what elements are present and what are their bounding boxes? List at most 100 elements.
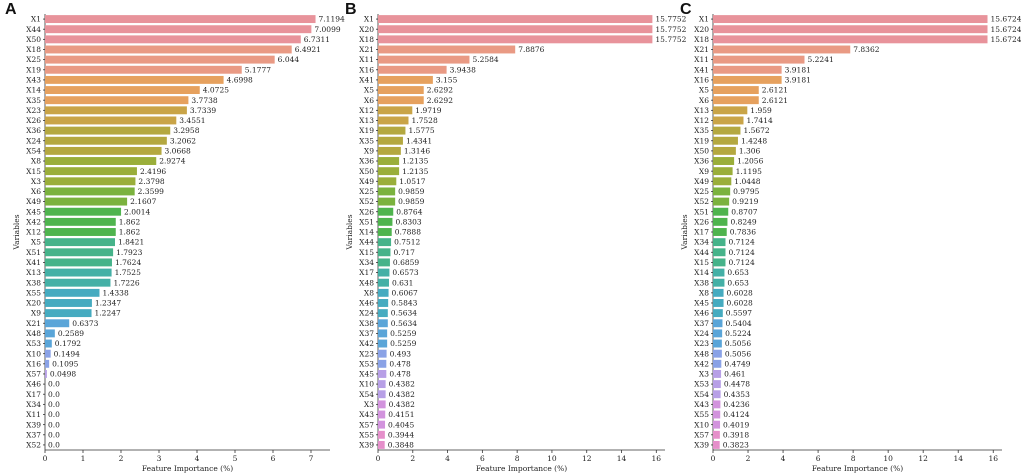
importance-bar — [713, 339, 722, 348]
importance-bar — [713, 146, 736, 155]
variable-label: X19 — [26, 65, 41, 74]
variable-label: X16 — [359, 65, 374, 74]
value-label: 0.1095 — [52, 359, 78, 368]
importance-bar — [378, 390, 386, 399]
importance-bar — [45, 126, 171, 135]
importance-bar — [45, 197, 128, 206]
value-label: 2.3599 — [138, 187, 164, 196]
variable-label: X5 — [364, 86, 374, 95]
value-label: 7.8876 — [518, 45, 544, 54]
value-label: 3.9438 — [450, 65, 476, 74]
value-label: 1.5775 — [408, 126, 434, 135]
importance-bar — [713, 217, 728, 226]
variable-label: X11 — [26, 410, 41, 419]
value-label: 0.4478 — [724, 380, 750, 389]
importance-bar — [713, 288, 724, 297]
panel-label: B — [345, 1, 357, 18]
value-label: 5.2584 — [472, 55, 498, 64]
value-label: 0.0 — [48, 390, 60, 399]
importance-bar — [45, 35, 301, 44]
value-label: 1.2056 — [737, 157, 763, 166]
variable-label: X3 — [364, 400, 374, 409]
variable-label: X45 — [26, 207, 41, 216]
importance-bar — [45, 15, 316, 24]
value-label: 1.1195 — [736, 167, 762, 176]
variable-label: X21 — [694, 45, 709, 54]
importance-bar — [45, 248, 114, 257]
variable-label: X5 — [699, 86, 709, 95]
x-tick-label: 0 — [376, 454, 381, 463]
value-label: 6.7311 — [304, 35, 330, 44]
variable-label: X21 — [359, 45, 374, 54]
variable-label: X24 — [359, 309, 374, 318]
value-label: 15.6724 — [991, 25, 1021, 34]
value-label: 2.6121 — [762, 86, 788, 95]
x-tick-label: 8 — [515, 454, 520, 463]
variable-label: X54 — [694, 390, 709, 399]
value-label: 0.4019 — [723, 420, 749, 429]
variable-label: X52 — [26, 441, 41, 450]
importance-bar — [45, 106, 187, 115]
value-label: 0.7836 — [730, 228, 756, 237]
x-tick-label: 0 — [43, 454, 48, 463]
variable-label: X52 — [359, 197, 374, 206]
variable-label: X34 — [359, 258, 374, 267]
variable-label: X48 — [694, 349, 709, 358]
importance-bar — [713, 15, 988, 24]
variable-label: X26 — [359, 207, 374, 216]
variable-label: X41 — [26, 258, 41, 267]
x-tick-label: 14 — [617, 454, 627, 463]
variable-label: X13 — [359, 116, 374, 125]
value-label: 0.493 — [390, 349, 412, 358]
importance-bar — [713, 430, 720, 439]
importance-bar — [45, 329, 55, 338]
value-label: 3.2062 — [170, 136, 196, 145]
variable-label: X48 — [359, 278, 374, 287]
importance-bar — [45, 207, 122, 216]
variable-label: X6 — [364, 96, 374, 105]
importance-bar — [713, 106, 748, 115]
variable-label: X42 — [694, 359, 709, 368]
importance-bar — [713, 45, 851, 54]
value-label: 1.4338 — [102, 288, 128, 297]
value-label: 2.6292 — [427, 96, 453, 105]
x-tick-label: 10 — [883, 454, 893, 463]
variable-label: X13 — [694, 106, 709, 115]
value-label: 0.5597 — [726, 309, 752, 318]
importance-bar — [378, 86, 424, 95]
importance-bar — [378, 187, 396, 196]
value-label: 0.9219 — [732, 197, 758, 206]
x-axis-title: Feature Importance (%) — [476, 464, 567, 473]
importance-bar — [713, 369, 722, 378]
importance-bar — [378, 116, 409, 125]
value-label: 0.653 — [727, 268, 749, 277]
value-label: 0.6859 — [393, 258, 419, 267]
variable-label: X26 — [26, 116, 41, 125]
variable-label: X14 — [359, 228, 374, 237]
importance-bar — [713, 35, 988, 44]
value-label: 1.2347 — [95, 299, 121, 308]
value-label: 0.8303 — [395, 217, 421, 226]
variable-label: X37 — [694, 319, 709, 328]
value-label: 0.0 — [48, 430, 60, 439]
importance-bar — [45, 228, 116, 236]
importance-bar — [45, 278, 111, 287]
variable-label: X18 — [694, 35, 709, 44]
x-axis-title: Feature Importance (%) — [812, 464, 903, 473]
variable-label: X42 — [359, 339, 374, 348]
value-label: 1.7624 — [115, 258, 141, 267]
value-label: 2.6292 — [427, 86, 453, 95]
value-label: 4.0725 — [203, 86, 229, 95]
value-label: 0.5224 — [725, 329, 751, 338]
variable-label: X54 — [359, 390, 374, 399]
importance-bar — [45, 288, 100, 297]
variable-label: X46 — [26, 380, 41, 389]
variable-label: X35 — [694, 126, 709, 135]
importance-bar — [378, 167, 400, 176]
value-label: 7.1194 — [319, 15, 345, 24]
importance-bar — [713, 65, 782, 74]
variable-label: X16 — [26, 359, 41, 368]
importance-bar — [713, 329, 723, 338]
importance-bar — [713, 380, 721, 389]
value-label: 0.4124 — [723, 410, 749, 419]
